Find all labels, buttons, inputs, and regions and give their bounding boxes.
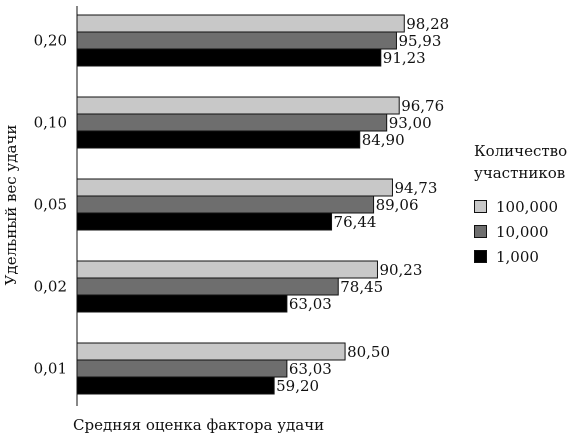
x-axis-label: Средняя оценка фактора удачи xyxy=(73,416,324,434)
value-label: 98,28 xyxy=(406,15,449,33)
value-label: 63,03 xyxy=(289,360,332,378)
category-label: 0,01 xyxy=(34,360,67,378)
legend-swatch xyxy=(474,225,487,238)
bar-0,10-100,000 xyxy=(76,96,400,115)
value-label: 91,23 xyxy=(383,49,426,67)
bar-0,02-10,000 xyxy=(76,277,339,296)
value-label: 96,76 xyxy=(401,97,444,115)
value-label: 80,50 xyxy=(347,343,390,361)
value-label: 59,20 xyxy=(276,377,319,395)
legend-item: 10,000 xyxy=(474,219,577,244)
bar-0,02-100,000 xyxy=(76,260,378,279)
legend: Количество участников 100,000 10,000 1,000 xyxy=(474,140,577,269)
category-label: 0,05 xyxy=(34,196,67,214)
legend-item: 1,000 xyxy=(474,244,577,269)
value-label: 95,93 xyxy=(398,32,441,50)
value-label: 90,23 xyxy=(379,261,422,279)
bar-0,20-100,000 xyxy=(76,14,405,33)
legend-items: 100,000 10,000 1,000 xyxy=(474,194,577,269)
bar-0,20-1,000 xyxy=(76,48,382,67)
legend-item: 100,000 xyxy=(474,194,577,219)
bar-0,20-10,000 xyxy=(76,31,397,50)
bar-0,05-1,000 xyxy=(76,212,333,231)
bar-0,02-1,000 xyxy=(76,294,288,313)
category-label: 0,02 xyxy=(34,278,67,296)
y-axis-label: Удельный вес удачи xyxy=(2,125,20,286)
bar-0,05-100,000 xyxy=(76,178,393,197)
bar-0,01-100,000 xyxy=(76,342,346,361)
legend-swatch xyxy=(474,250,487,263)
bars-group xyxy=(76,14,405,395)
legend-title: Количество участников xyxy=(474,142,568,182)
legend-swatch xyxy=(474,200,487,213)
category-label: 0,10 xyxy=(34,114,67,132)
value-label: 63,03 xyxy=(289,295,332,313)
category-label: 0,20 xyxy=(34,32,67,50)
value-label: 89,06 xyxy=(376,196,419,214)
bar-0,01-1,000 xyxy=(76,376,275,395)
category-labels-group: 0,20 0,10 0,05 0,02 0,01 xyxy=(34,32,67,378)
bar-0,05-10,000 xyxy=(76,195,375,214)
value-label: 94,73 xyxy=(394,179,437,197)
legend-label: 10,000 xyxy=(496,222,549,241)
legend-label: 1,000 xyxy=(496,247,539,266)
bar-0,10-1,000 xyxy=(76,130,361,149)
value-label: 76,44 xyxy=(334,213,377,231)
value-label: 93,00 xyxy=(389,114,432,132)
value-label: 84,90 xyxy=(362,131,405,149)
bar-0,01-10,000 xyxy=(76,359,288,378)
value-label: 78,45 xyxy=(340,278,383,296)
bar-0,10-10,000 xyxy=(76,113,388,132)
legend-label: 100,000 xyxy=(496,197,559,216)
